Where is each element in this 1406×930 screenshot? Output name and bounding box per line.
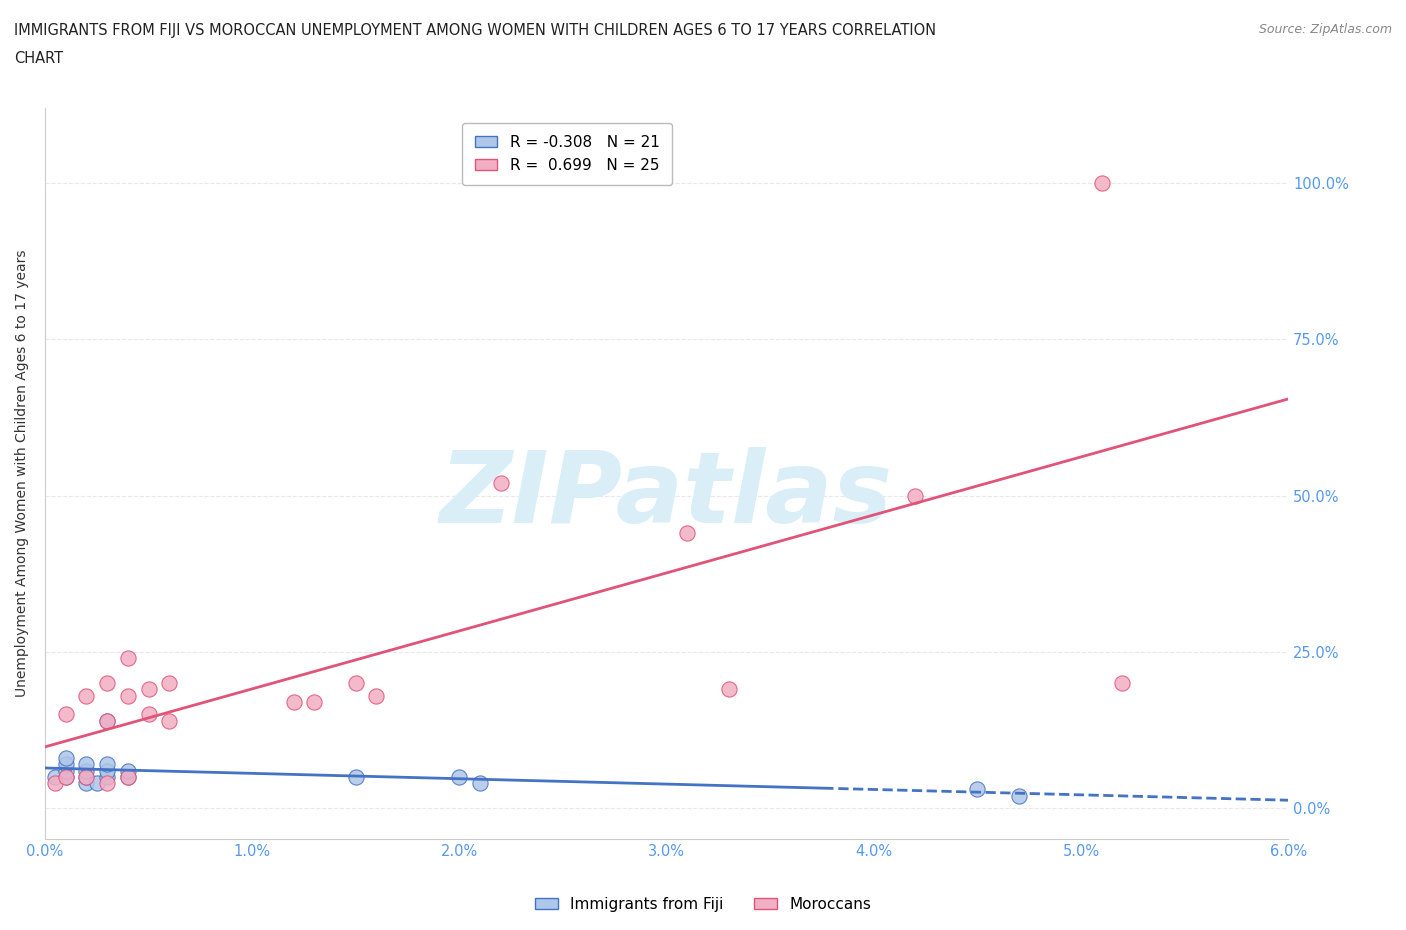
Point xyxy=(96,675,118,690)
Point xyxy=(117,651,139,666)
Point xyxy=(489,475,512,490)
Point xyxy=(366,688,388,703)
Point xyxy=(344,769,367,784)
Point xyxy=(75,764,97,778)
Point xyxy=(966,782,988,797)
Point xyxy=(55,757,77,772)
Y-axis label: Unemployment Among Women with Children Ages 6 to 17 years: Unemployment Among Women with Children A… xyxy=(15,250,30,698)
Point xyxy=(117,769,139,784)
Point xyxy=(904,488,927,503)
Point xyxy=(44,769,66,784)
Point xyxy=(117,688,139,703)
Point xyxy=(157,713,180,728)
Point xyxy=(468,776,491,790)
Point xyxy=(283,695,305,710)
Point xyxy=(55,764,77,778)
Point xyxy=(1008,788,1031,803)
Point xyxy=(96,769,118,784)
Text: IMMIGRANTS FROM FIJI VS MOROCCAN UNEMPLOYMENT AMONG WOMEN WITH CHILDREN AGES 6 T: IMMIGRANTS FROM FIJI VS MOROCCAN UNEMPLO… xyxy=(14,23,936,38)
Point xyxy=(157,675,180,690)
Point xyxy=(55,751,77,765)
Point xyxy=(75,757,97,772)
Legend: Immigrants from Fiji, Moroccans: Immigrants from Fiji, Moroccans xyxy=(529,891,877,918)
Point xyxy=(138,682,160,697)
Point xyxy=(449,769,471,784)
Point xyxy=(55,769,77,784)
Point xyxy=(75,688,97,703)
Text: CHART: CHART xyxy=(14,51,63,66)
Point xyxy=(96,713,118,728)
Point xyxy=(304,695,326,710)
Point xyxy=(75,769,97,784)
Legend: R = -0.308   N = 21, R =  0.699   N = 25: R = -0.308 N = 21, R = 0.699 N = 25 xyxy=(463,123,672,185)
Point xyxy=(676,525,699,540)
Point xyxy=(117,769,139,784)
Point xyxy=(96,764,118,778)
Text: ZIPatlas: ZIPatlas xyxy=(440,447,893,544)
Point xyxy=(344,675,367,690)
Point xyxy=(55,707,77,722)
Text: Source: ZipAtlas.com: Source: ZipAtlas.com xyxy=(1258,23,1392,36)
Point xyxy=(1091,176,1114,191)
Point xyxy=(75,776,97,790)
Point xyxy=(96,713,118,728)
Point xyxy=(717,682,740,697)
Point xyxy=(1111,675,1133,690)
Point xyxy=(44,776,66,790)
Point xyxy=(86,776,108,790)
Point xyxy=(138,707,160,722)
Point xyxy=(117,764,139,778)
Point xyxy=(75,769,97,784)
Point xyxy=(96,776,118,790)
Point xyxy=(96,757,118,772)
Point xyxy=(55,769,77,784)
